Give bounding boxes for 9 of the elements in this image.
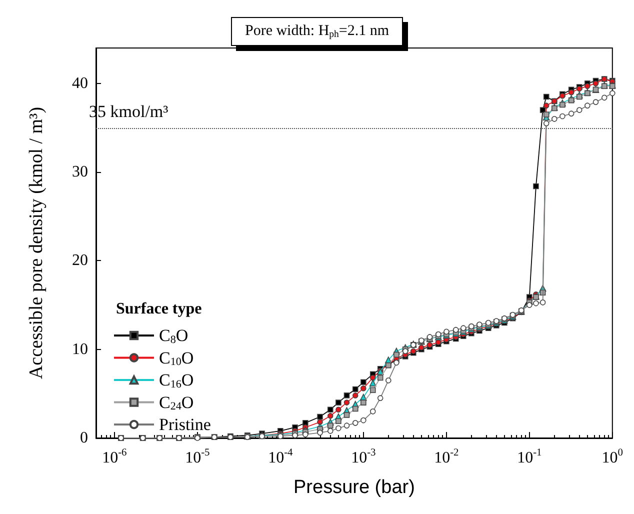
y-tick-label: 30 bbox=[72, 164, 88, 181]
legend-label: Pristine bbox=[159, 415, 211, 434]
y-axis-title: Accessible pore density (kmol / m³) bbox=[26, 106, 47, 380]
x-axis-title: Pressure (bar) bbox=[293, 477, 415, 498]
y-tick-label: 40 bbox=[72, 74, 88, 92]
y-tick-label: 10 bbox=[72, 340, 88, 358]
y-tick-label: 0 bbox=[80, 430, 88, 446]
legend-title: Surface type bbox=[116, 300, 202, 318]
y-tick-label: 20 bbox=[72, 252, 88, 270]
